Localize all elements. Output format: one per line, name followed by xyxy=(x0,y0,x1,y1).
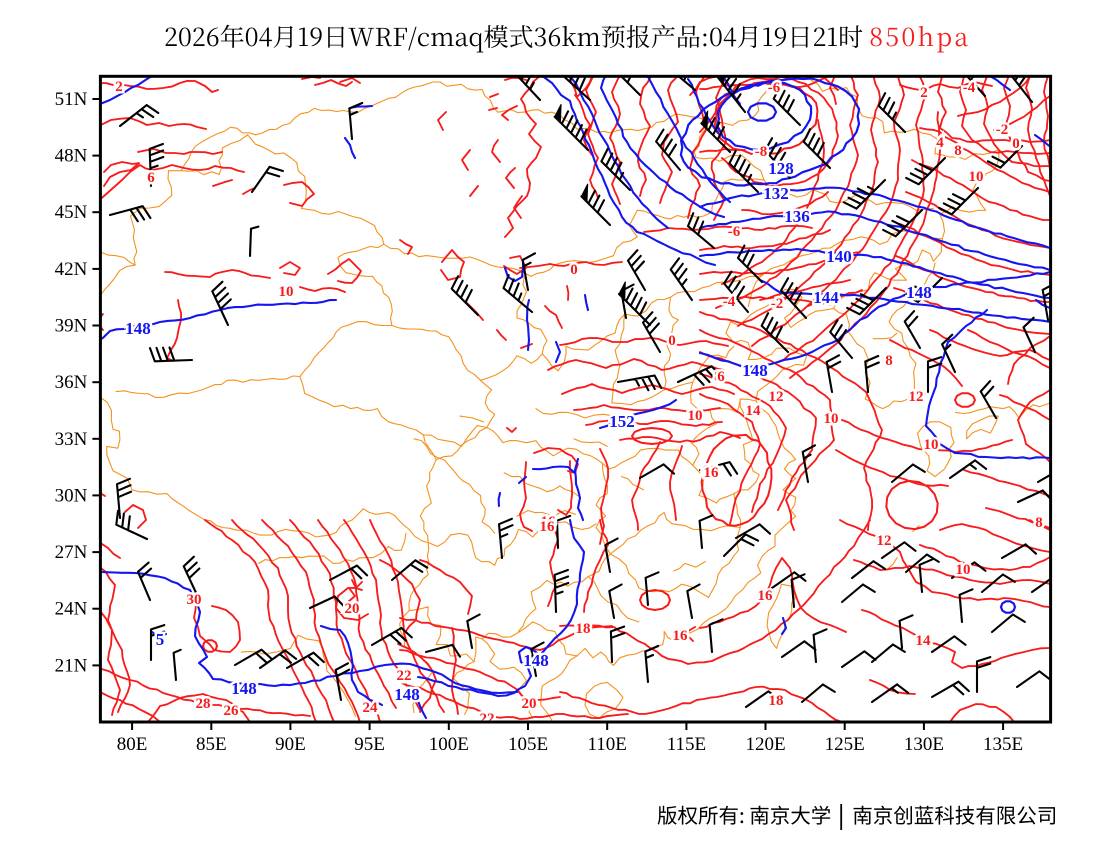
svg-text:120E: 120E xyxy=(745,734,785,755)
svg-text:130E: 130E xyxy=(904,734,944,755)
svg-text:10: 10 xyxy=(279,284,294,300)
svg-text:148: 148 xyxy=(523,651,549,670)
svg-text:100E: 100E xyxy=(429,734,469,755)
svg-text:16: 16 xyxy=(702,463,718,479)
svg-text:-6: -6 xyxy=(728,224,741,240)
svg-text:16: 16 xyxy=(758,588,774,604)
svg-text:140: 140 xyxy=(826,247,852,266)
svg-text:152: 152 xyxy=(609,412,635,431)
svg-text:10: 10 xyxy=(969,169,984,185)
svg-text:33N: 33N xyxy=(55,429,88,450)
svg-text:115E: 115E xyxy=(667,734,706,755)
svg-text:144: 144 xyxy=(813,288,839,307)
svg-text:136: 136 xyxy=(784,207,810,226)
svg-text:8: 8 xyxy=(954,143,962,159)
svg-text:45N: 45N xyxy=(55,202,88,223)
svg-text:10: 10 xyxy=(956,562,971,578)
svg-text:20: 20 xyxy=(345,601,360,617)
svg-text:24: 24 xyxy=(363,700,379,716)
svg-text:20: 20 xyxy=(522,696,537,712)
svg-text:8: 8 xyxy=(1035,515,1043,531)
svg-text:90E: 90E xyxy=(275,734,306,755)
svg-text:2: 2 xyxy=(920,85,928,101)
svg-text:22: 22 xyxy=(480,711,495,727)
svg-text:42N: 42N xyxy=(55,259,88,280)
svg-text:148: 148 xyxy=(906,283,932,302)
svg-text:125E: 125E xyxy=(825,734,865,755)
svg-text:48N: 48N xyxy=(55,146,88,167)
svg-text:0: 0 xyxy=(1012,136,1020,152)
svg-text:36N: 36N xyxy=(55,372,88,393)
svg-text:12: 12 xyxy=(769,389,784,405)
svg-text:10: 10 xyxy=(924,437,939,453)
svg-text:51N: 51N xyxy=(55,89,88,110)
svg-text:-2: -2 xyxy=(996,122,1009,138)
svg-text:2: 2 xyxy=(115,79,123,95)
svg-text:8: 8 xyxy=(885,353,893,369)
svg-text:10: 10 xyxy=(824,411,839,427)
svg-text:148: 148 xyxy=(742,361,768,380)
svg-text:110E: 110E xyxy=(587,734,626,755)
svg-text:148: 148 xyxy=(394,685,420,704)
svg-text:22: 22 xyxy=(397,668,412,684)
svg-text:-6: -6 xyxy=(768,80,781,96)
svg-text:30N: 30N xyxy=(55,485,88,506)
svg-text:80E: 80E xyxy=(117,734,148,755)
svg-text:6: 6 xyxy=(147,170,155,186)
svg-text:135E: 135E xyxy=(983,734,1023,755)
svg-text:30: 30 xyxy=(187,592,202,608)
svg-text:16: 16 xyxy=(540,519,556,535)
svg-text:16: 16 xyxy=(704,465,720,481)
svg-text:-4: -4 xyxy=(723,294,736,310)
svg-text:14: 14 xyxy=(916,633,932,649)
svg-text:-4: -4 xyxy=(963,80,976,96)
svg-text:-8: -8 xyxy=(755,144,768,160)
svg-text:5: 5 xyxy=(156,630,165,649)
svg-text:12: 12 xyxy=(877,533,892,549)
svg-text:148: 148 xyxy=(231,679,257,698)
svg-text:95E: 95E xyxy=(354,734,385,755)
svg-text:6: 6 xyxy=(717,369,725,385)
svg-text:0: 0 xyxy=(570,262,578,278)
svg-text:132: 132 xyxy=(763,184,789,203)
svg-text:14: 14 xyxy=(746,403,762,419)
svg-text:39N: 39N xyxy=(55,316,88,337)
svg-text:10: 10 xyxy=(688,408,703,424)
svg-text:16: 16 xyxy=(673,628,689,644)
svg-text:24N: 24N xyxy=(55,599,88,620)
svg-text:0: 0 xyxy=(668,333,676,349)
svg-text:4: 4 xyxy=(936,135,944,151)
svg-text:8: 8 xyxy=(714,369,722,385)
svg-text:27N: 27N xyxy=(55,542,88,563)
svg-text:105E: 105E xyxy=(508,734,548,755)
svg-text:16: 16 xyxy=(541,514,557,530)
svg-text:18: 18 xyxy=(769,693,784,709)
svg-text:28: 28 xyxy=(196,696,211,712)
svg-text:18: 18 xyxy=(576,621,591,637)
svg-text:21N: 21N xyxy=(55,655,88,676)
svg-text:85E: 85E xyxy=(196,734,227,755)
svg-text:128: 128 xyxy=(768,159,794,178)
svg-text:148: 148 xyxy=(125,319,151,338)
svg-text:-2: -2 xyxy=(771,296,784,312)
svg-text:26: 26 xyxy=(224,703,240,719)
svg-text:12: 12 xyxy=(909,389,924,405)
svg-text:22: 22 xyxy=(395,669,410,685)
